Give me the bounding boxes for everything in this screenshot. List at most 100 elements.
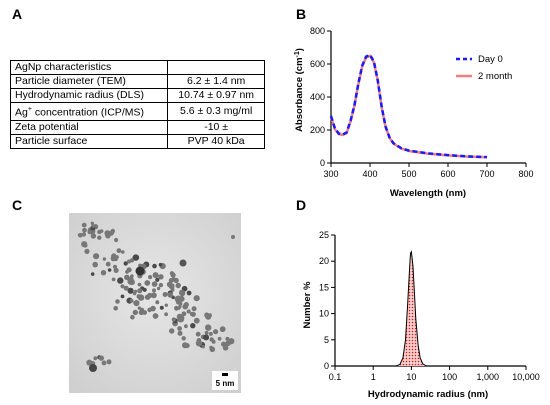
- nanoparticle: [135, 266, 145, 276]
- nanoparticle: [106, 359, 112, 365]
- table-row: Particle diameter (TEM) 6.2 ± 1.4 nm: [9, 74, 265, 89]
- nanoparticle: [217, 336, 222, 341]
- nanoparticle: [193, 317, 200, 324]
- nanoparticle: [159, 305, 164, 310]
- nanoparticle: [186, 290, 192, 296]
- nanoparticle: [184, 324, 188, 329]
- nanoparticle: [142, 287, 147, 292]
- table-row: Ag+ concentration (ICP/MS) 5.6 ± 0.3 mg/…: [9, 102, 265, 121]
- x-tick-label: 500: [401, 169, 416, 179]
- nanoparticle: [195, 340, 203, 347]
- x-tick-label: 600: [440, 169, 455, 179]
- nanoparticle: [114, 237, 119, 243]
- nanoparticle: [91, 224, 96, 228]
- nanoparticle: [129, 258, 135, 263]
- nanoparticle: [193, 295, 200, 302]
- nanoparticle: [113, 267, 119, 273]
- nanoparticle: [116, 248, 122, 254]
- x-tick-label: 1: [371, 372, 376, 382]
- nanoparticle: [190, 311, 196, 317]
- row-label: Ag+ concentration (ICP/MS): [9, 102, 169, 121]
- nanoparticle: [151, 292, 157, 299]
- row-value: 5.6 ± 0.3 mg/ml: [167, 102, 265, 121]
- legend-label: 2 month: [478, 71, 512, 82]
- nanoparticle: [105, 233, 111, 239]
- x-tick-label: 100: [442, 372, 457, 382]
- nanoparticle: [124, 274, 130, 280]
- nanoparticle: [77, 233, 82, 237]
- nanoparticle: [231, 235, 235, 239]
- nanoparticle: [113, 306, 118, 311]
- nanoparticle: [179, 289, 185, 296]
- characteristics-table: AgNp characteristics Particle diameter (…: [9, 60, 265, 149]
- y-tick-label: 0: [320, 158, 325, 168]
- nanoparticle: [164, 303, 168, 307]
- x-tick-label: 0.1: [329, 372, 342, 382]
- nanoparticle: [105, 261, 111, 267]
- nanoparticle: [121, 250, 125, 254]
- nanoparticle: [186, 309, 191, 314]
- nanoparticle: [101, 360, 107, 366]
- x-tick-label: 1,000: [477, 372, 500, 382]
- nanoparticle: [90, 221, 95, 225]
- nanoparticle: [81, 222, 87, 228]
- y-tick-label: 15: [319, 282, 329, 292]
- nanoparticle: [182, 342, 188, 349]
- nanoparticle: [127, 287, 134, 294]
- panel-label-c: C: [12, 197, 23, 213]
- nanoparticle: [137, 288, 143, 294]
- nanoparticles: [77, 221, 235, 372]
- nanoparticle: [123, 285, 129, 291]
- nanoparticle: [195, 331, 201, 337]
- nanoparticle: [158, 282, 164, 288]
- y-tick-label: 5: [324, 335, 329, 345]
- nanoparticle: [84, 248, 90, 254]
- x-axis-title: Hydrodynamic radius (nm): [368, 389, 488, 400]
- nanoparticle: [102, 257, 107, 261]
- nanoparticle: [82, 227, 87, 233]
- nanoparticle: [99, 229, 104, 233]
- nanoparticle: [97, 235, 102, 240]
- nanoparticle: [92, 261, 98, 268]
- nanoparticle: [203, 334, 210, 341]
- nanoparticle: [137, 282, 142, 287]
- scale-bar: [222, 373, 228, 376]
- nanoparticle: [110, 228, 116, 234]
- row-value: PVP 40 kDa: [167, 133, 265, 149]
- panel-label-b: B: [296, 6, 307, 22]
- nanoparticle: [178, 295, 185, 302]
- x-axis-title: Wavelength (nm): [390, 188, 466, 199]
- nanoparticle: [152, 272, 159, 279]
- dls-axes: 0 5 10 15 20 25 0.1 1 10 100 1,000 10,000: [319, 230, 540, 382]
- x-tick-label: 700: [479, 169, 494, 179]
- table-row: Hydrodynamic radius (DLS) 10.74 ± 0.97 n…: [9, 88, 265, 103]
- nanoparticle: [182, 303, 188, 310]
- nanoparticle: [169, 328, 175, 334]
- nanoparticle: [81, 232, 86, 237]
- nanoparticle: [175, 282, 181, 289]
- nanoparticle: [112, 264, 118, 269]
- nanoparticle: [211, 339, 216, 344]
- distribution-area: [335, 251, 526, 366]
- table-row: Particle surface PVP 40 kDa: [9, 133, 265, 149]
- x-tick-label: 10,000: [512, 372, 540, 382]
- nanoparticle: [162, 292, 168, 297]
- nanoparticle: [132, 309, 138, 316]
- nanoparticle: [120, 284, 125, 289]
- nanoparticle: [191, 306, 197, 312]
- nanoparticle: [93, 253, 100, 260]
- x-tick-label: 10: [406, 372, 416, 382]
- x-tick-label: 300: [323, 169, 338, 179]
- nanoparticle: [83, 243, 88, 248]
- nanoparticle: [90, 272, 95, 276]
- y-tick-label: 20: [319, 256, 329, 266]
- nanoparticle: [208, 331, 213, 336]
- nanoparticle: [137, 294, 145, 301]
- row-value: 10.74 ± 0.97 nm: [167, 88, 265, 103]
- y-tick-label: 400: [310, 92, 325, 102]
- nanoparticle: [201, 345, 205, 349]
- nanoparticle: [152, 263, 157, 269]
